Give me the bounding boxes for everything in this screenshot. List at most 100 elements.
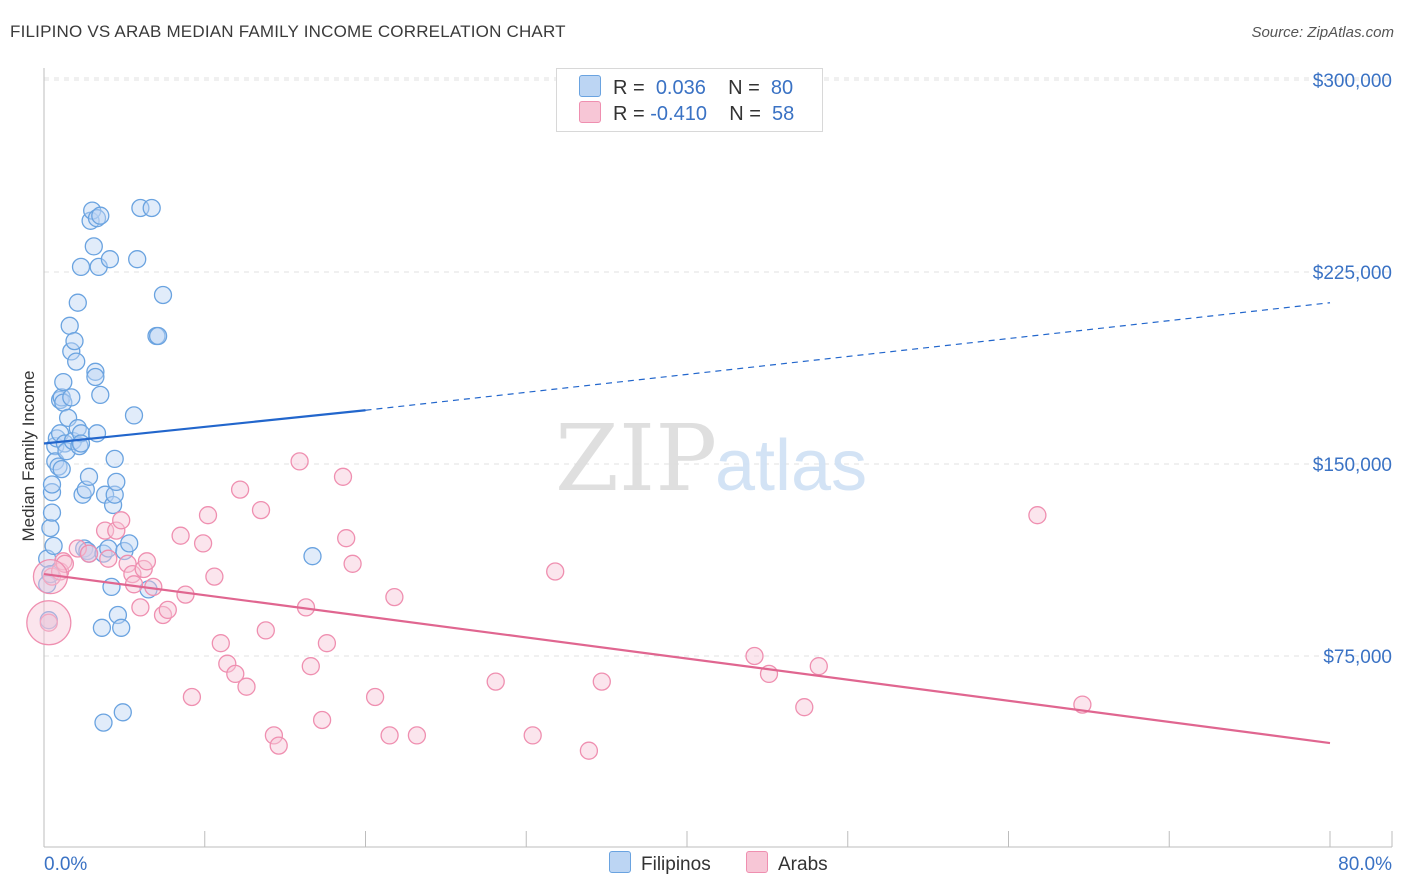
- filipino-point: [84, 237, 103, 256]
- filipino-point: [79, 467, 99, 486]
- y-axis-label: Median Family Income: [19, 370, 38, 541]
- filipinos-n-value: 80: [770, 77, 794, 99]
- arab-point: [579, 741, 599, 760]
- filipino-point: [102, 577, 121, 597]
- filipino-point: [62, 342, 81, 361]
- filipino-point: [100, 250, 120, 269]
- arab-point: [809, 657, 828, 676]
- tick-layer: $75,000 $150,000 $225,000 $300,000 0.0% 80.0%: [44, 71, 1392, 875]
- filipino-point: [120, 534, 139, 553]
- arab-point: [226, 664, 245, 684]
- filipino-point: [92, 618, 112, 637]
- arab-point: [264, 726, 284, 745]
- trend-layer: [43, 302, 1331, 745]
- arabs-n-value: 58: [772, 103, 795, 125]
- arab-point: [795, 698, 814, 717]
- arab-point: [131, 598, 150, 617]
- filipino-point: [44, 536, 63, 556]
- arab-point: [486, 672, 505, 691]
- filipino-point: [54, 372, 73, 392]
- arab-point: [546, 562, 565, 581]
- chart-title: FILIPINO VS ARAB MEDIAN FAMILY INCOME CO…: [10, 22, 566, 41]
- filipino-point: [52, 459, 71, 479]
- arab-trend-line: [43, 572, 1331, 745]
- y-tick-label: $75,000: [1323, 647, 1392, 668]
- filipino-point: [68, 293, 87, 312]
- arab-point: [107, 521, 126, 540]
- arab-point: [407, 726, 427, 745]
- watermark-atlas: atlas: [715, 426, 867, 506]
- filipinos-r-label: R =: [613, 77, 645, 99]
- arab-point: [1028, 506, 1047, 525]
- arab-point: [333, 467, 353, 486]
- filipino-point: [148, 326, 168, 346]
- arab-point: [592, 672, 611, 691]
- arab-point: [171, 526, 190, 545]
- filipino-point: [128, 250, 147, 269]
- watermark: ZIP atlas: [555, 405, 867, 512]
- filipino-point: [142, 198, 161, 218]
- y-tick-label: $225,000: [1313, 263, 1392, 284]
- legend-row-arabs: R = -0.410 N = 58: [579, 101, 794, 127]
- arab-point: [198, 506, 218, 525]
- arab-point: [182, 687, 202, 707]
- filipino-point: [113, 703, 132, 722]
- bottom-filipinos-label: Filipinos: [641, 854, 711, 875]
- arab-point: [230, 480, 250, 499]
- arabs-swatch: [579, 101, 601, 123]
- arab-point: [256, 621, 275, 640]
- filipino-point: [86, 362, 105, 381]
- arab-point: [112, 511, 131, 530]
- filipino-point: [42, 475, 62, 494]
- arab-point: [745, 646, 764, 666]
- arab-point: [137, 552, 157, 571]
- arabs-r-value: -0.410: [650, 103, 707, 125]
- filipino-point: [65, 331, 84, 351]
- arab-point: [55, 554, 75, 573]
- axis-layer: [43, 68, 1392, 848]
- x-tick-label-end: 80.0%: [1338, 854, 1392, 875]
- arab-point: [523, 726, 542, 745]
- legend-row-filipinos: R = 0.036 N = 80: [579, 75, 793, 101]
- arab-point: [365, 687, 385, 707]
- bottom-arabs-swatch: [746, 851, 768, 873]
- arab-point: [290, 452, 309, 471]
- filipino-point: [67, 352, 86, 371]
- arab-point: [312, 710, 332, 730]
- filipino-point: [94, 713, 113, 732]
- arab-point: [237, 677, 256, 696]
- arab-point: [118, 554, 137, 573]
- filipinos-n-label: N =: [728, 77, 760, 99]
- bottom-arabs-label: Arabs: [778, 854, 828, 875]
- filipino-trend-projection: [365, 302, 1331, 411]
- filipino-point: [41, 518, 60, 538]
- filipino-point: [124, 406, 144, 425]
- filipino-point: [42, 483, 62, 502]
- filipino-point: [112, 618, 131, 637]
- filipino-point: [86, 367, 105, 387]
- arab-point: [343, 554, 362, 573]
- arab-point: [385, 587, 404, 607]
- y-tick-label: $150,000: [1313, 455, 1392, 476]
- filipino-point: [105, 449, 124, 469]
- filipinos-r-value: 0.036: [655, 77, 706, 99]
- filipino-point: [71, 257, 91, 277]
- arab-point: [68, 539, 87, 558]
- filipinos-swatch: [579, 75, 601, 97]
- arab-point: [176, 585, 195, 604]
- filipino-point: [153, 285, 173, 305]
- arab-point: [337, 529, 356, 548]
- arab-cluster-point: [26, 600, 72, 646]
- watermark-zip: ZIP: [555, 405, 717, 512]
- filipino-point: [71, 434, 91, 453]
- filipino-point: [68, 419, 87, 438]
- y-tick-label: $300,000: [1313, 71, 1392, 92]
- filipino-point: [91, 385, 110, 405]
- points-layer: [26, 198, 1092, 760]
- filipino-point: [62, 388, 81, 407]
- arab-point: [79, 544, 99, 563]
- arabs-r-label: R =: [613, 103, 645, 125]
- x-tick-label-start: 0.0%: [44, 854, 87, 875]
- arab-point: [39, 613, 58, 632]
